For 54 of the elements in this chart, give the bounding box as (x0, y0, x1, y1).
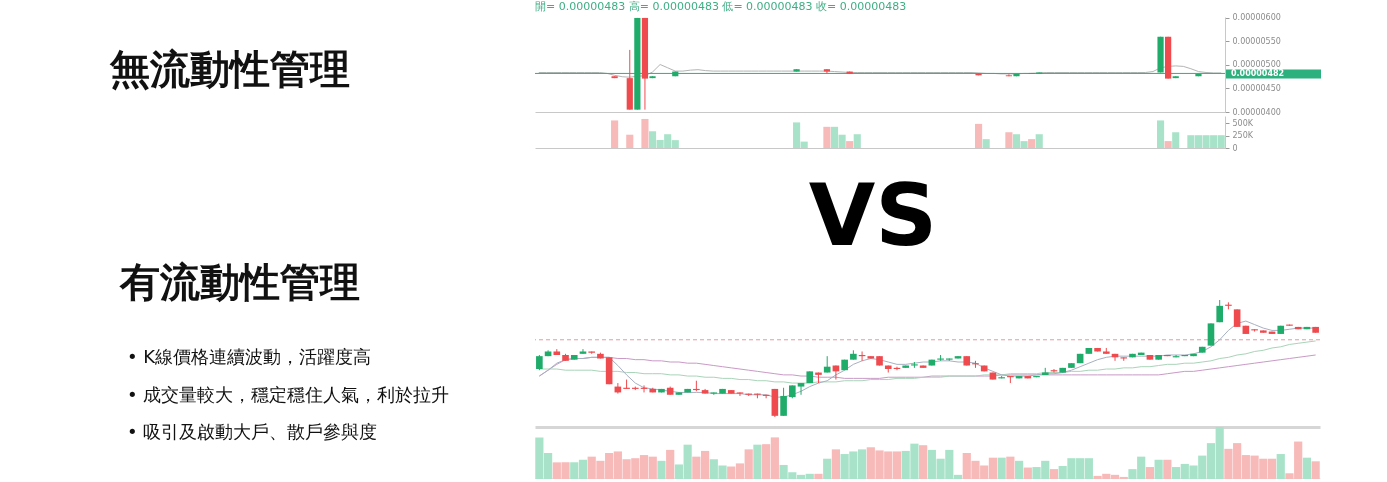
bar (814, 473, 823, 479)
bar (657, 460, 666, 479)
bar (919, 445, 928, 479)
bar (823, 126, 831, 148)
ref-line-label: 0.00000482 (1231, 68, 1285, 78)
bar (1172, 132, 1180, 148)
bar (611, 120, 619, 148)
candlestick (736, 391, 744, 397)
bar (975, 123, 983, 148)
bar (1276, 454, 1285, 479)
bar (823, 458, 832, 479)
bar (982, 139, 990, 148)
line-series (538, 64, 1222, 78)
bar (1049, 469, 1059, 479)
bar (1028, 139, 1036, 148)
text: • K線價格連續波動，活躍度高 (127, 346, 372, 367)
text: 無流動性管理 (109, 46, 350, 92)
candlestick (1207, 322, 1215, 347)
bar (1023, 467, 1032, 479)
y-tick-label: 0.00000500 (1232, 60, 1281, 70)
bar (1145, 467, 1155, 479)
y-tick-label: 0.00000450 (1232, 83, 1281, 93)
bar (1014, 460, 1024, 479)
bar (626, 134, 634, 148)
bar (831, 449, 841, 479)
text: • 成交量較大，穩定穩住人氣，利於拉升 (127, 383, 450, 405)
bar (1035, 134, 1043, 148)
candlestick (780, 387, 787, 417)
bar (853, 134, 861, 148)
chart-subtitle: 開= 0.00000483 高= 0.00000483 低= 0.00000483 收= 0.00000483 (535, 0, 907, 13)
candlestick (797, 382, 805, 396)
bar (1302, 457, 1312, 479)
bar (846, 141, 854, 148)
chart-title: 有流動性管理 (119, 259, 360, 305)
candlestick (1005, 73, 1013, 77)
bar (997, 457, 1006, 479)
y-tick-label: 0.00000600 (1232, 13, 1281, 23)
y-tick-label: 0.00000550 (1232, 36, 1281, 46)
y-tick-label: 500K (1232, 118, 1254, 128)
bar (1154, 459, 1163, 479)
bar (1156, 120, 1165, 148)
text: • 吸引及啟動大戶、散戶參與度 (127, 421, 378, 442)
bar (1164, 141, 1172, 148)
bar (1005, 132, 1013, 148)
bar (1163, 459, 1172, 479)
bar (1311, 461, 1320, 479)
bar (641, 118, 649, 148)
bar (1006, 456, 1015, 479)
y-tick-label: 250K (1232, 131, 1254, 141)
bar (753, 444, 762, 479)
bar (666, 449, 675, 479)
y-tick-label: 0 (1232, 143, 1238, 153)
y-tick-label: 0.00000400 (1232, 107, 1281, 117)
text: VS (808, 165, 938, 265)
